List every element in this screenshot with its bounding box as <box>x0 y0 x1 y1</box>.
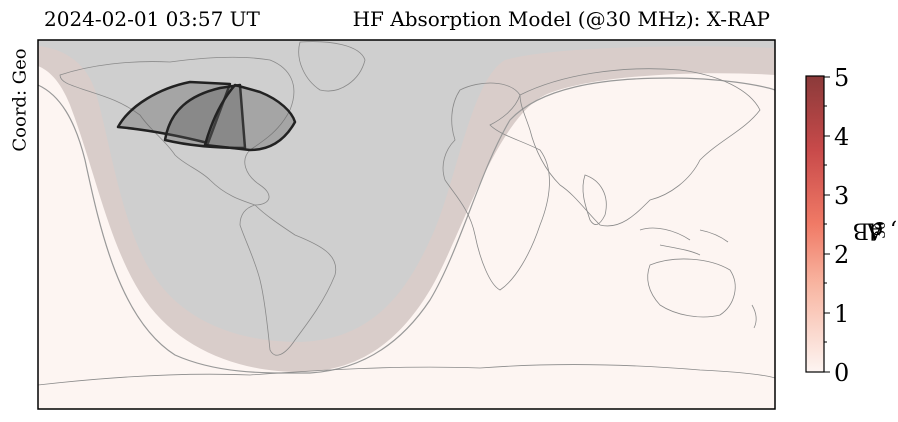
map-frame <box>37 39 776 410</box>
coastlines <box>38 41 775 386</box>
colorbar-ticks <box>824 76 830 373</box>
terminator-edge <box>38 77 775 374</box>
colorbar-label: A 30, dB <box>852 217 898 243</box>
footprint-1 <box>116 80 232 145</box>
footprint-3 <box>203 83 297 152</box>
colorbar: 0 1 2 3 4 5 <box>805 64 849 387</box>
colorbar-tick-label: 0 <box>834 359 849 387</box>
night-region <box>38 40 775 342</box>
timestamp-label: 2024-02-01 03:57 UT <box>44 7 260 31</box>
colorbar-tick-label: 1 <box>834 300 849 328</box>
model-title: HF Absorption Model (@30 MHz): X-RAP <box>352 7 770 31</box>
colorbar-gradient <box>805 75 825 373</box>
colorbar-tick-label: 5 <box>834 64 849 92</box>
colorbar-tick-label: 4 <box>834 123 849 151</box>
map-area <box>38 40 775 409</box>
absorption-footprints <box>116 80 297 152</box>
colorbar-tick-label: 2 <box>834 241 849 269</box>
colorbar-tick-label: 3 <box>834 182 849 210</box>
